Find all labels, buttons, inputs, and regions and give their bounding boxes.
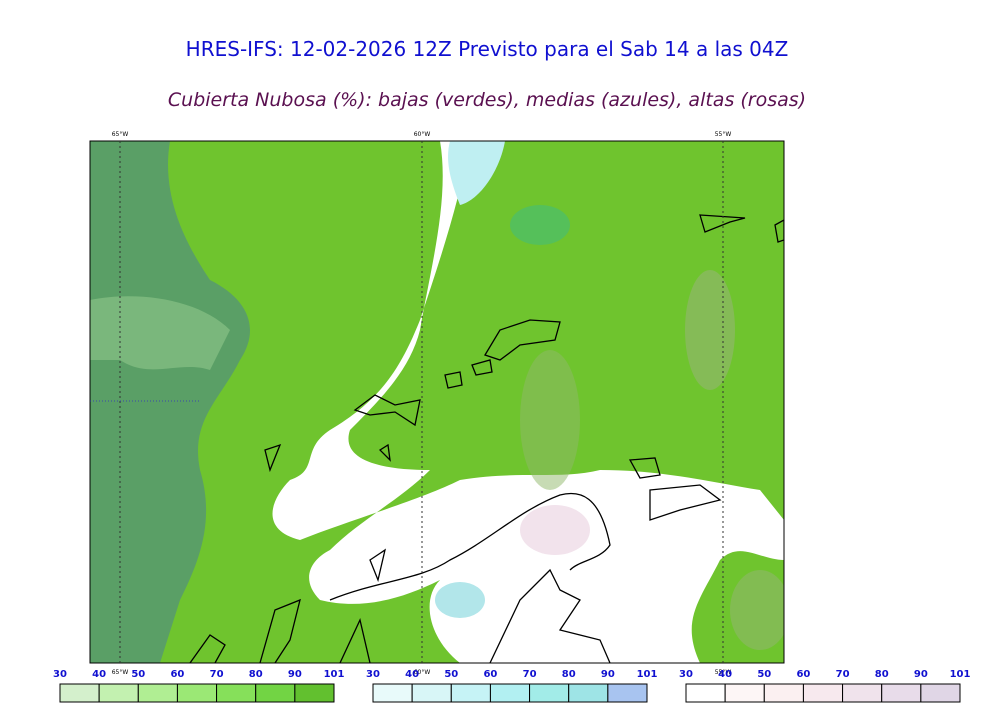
colorbar-box: [881, 683, 922, 703]
colorbar-box: [450, 683, 491, 703]
longitude-label: 55°W: [715, 669, 732, 676]
colorbar-label: 101: [324, 669, 345, 680]
subtitle: Cubierta Nubosa (%): bajas (verdes), med…: [168, 89, 806, 111]
coastlines: [189, 214, 784, 663]
legend: 30 40 50 60 70 80 90 101 30 40 50 60 70 80 90 101 30 40 50…: [53, 669, 971, 703]
colorbar-label: 40: [405, 669, 419, 680]
longitude-label: 65°W: [112, 131, 129, 138]
colorbar-box: [489, 683, 531, 703]
colorbar-box: [920, 683, 961, 703]
colorbar-box: [255, 683, 296, 703]
colorbar-label: 50: [131, 669, 145, 680]
colorbar-label: 40: [92, 669, 106, 680]
colorbar-label: 90: [914, 669, 928, 680]
colorbar-box: [98, 683, 139, 703]
cloud-contour: [730, 570, 784, 650]
longitude-label: 60°W: [414, 669, 431, 676]
colorbar-box: [685, 683, 726, 703]
longitude-label: 55°W: [715, 131, 732, 138]
colorbar-label: 80: [562, 669, 576, 680]
colorbar-label: 90: [288, 669, 302, 680]
title: HRES-IFS: 12-02-2026 12Z Previsto para e…: [186, 37, 789, 61]
colorbar-box: [137, 683, 178, 703]
colorbar-label: 70: [523, 669, 537, 680]
longitude-label: 65°W: [112, 669, 129, 676]
clear-sky: [272, 141, 784, 663]
colorbar-box: [372, 683, 413, 703]
cloud-core: [510, 205, 570, 245]
colorbar-label: 70: [836, 669, 850, 680]
cloud-contour: [520, 350, 580, 490]
cloud-dark: [90, 141, 250, 663]
colorbar-label: 80: [875, 669, 889, 680]
colorbar-label: 60: [170, 669, 184, 680]
colorbar-label: 70: [210, 669, 224, 680]
map-frame: [89, 140, 785, 664]
longitude-label: 60°W: [414, 131, 431, 138]
colorbar-label: 60: [483, 669, 497, 680]
colorbar-box: [607, 683, 648, 703]
colorbar-box: [216, 683, 257, 703]
colorbar-box: [763, 683, 804, 703]
colorbar-label: 30: [53, 669, 67, 680]
colorbar-box: [59, 683, 100, 703]
colorbar-label: 60: [796, 669, 810, 680]
colorbar-label: 101: [637, 669, 658, 680]
colorbar-label: 101: [950, 669, 971, 680]
colorbar-label: 30: [366, 669, 380, 680]
colorbar-box: [176, 683, 218, 703]
colorbar-label: 80: [249, 669, 263, 680]
cloud-contour: [90, 296, 230, 370]
colorbar-label: 30: [679, 669, 693, 680]
colorbar-box: [724, 683, 765, 703]
colorbar-box: [529, 683, 570, 703]
colorbar-box: [802, 683, 844, 703]
cloud-contour: [685, 270, 735, 390]
colorbar-label: 50: [444, 669, 458, 680]
colorbar-box: [294, 683, 335, 703]
colorbar-label: 40: [718, 669, 732, 680]
colorbar-label: 50: [757, 669, 771, 680]
meridians: [119, 141, 724, 663]
colorbar-box: [411, 683, 452, 703]
mid-cloud: [448, 141, 505, 205]
mid-cloud: [435, 582, 485, 618]
colorbar-label: 90: [601, 669, 615, 680]
colorbar-box: [842, 683, 883, 703]
high-cloud: [520, 505, 590, 555]
map: 65°W 60°W 55°W 65°W 60°W 55°W: [89, 131, 785, 676]
colorbar-box: [568, 683, 609, 703]
